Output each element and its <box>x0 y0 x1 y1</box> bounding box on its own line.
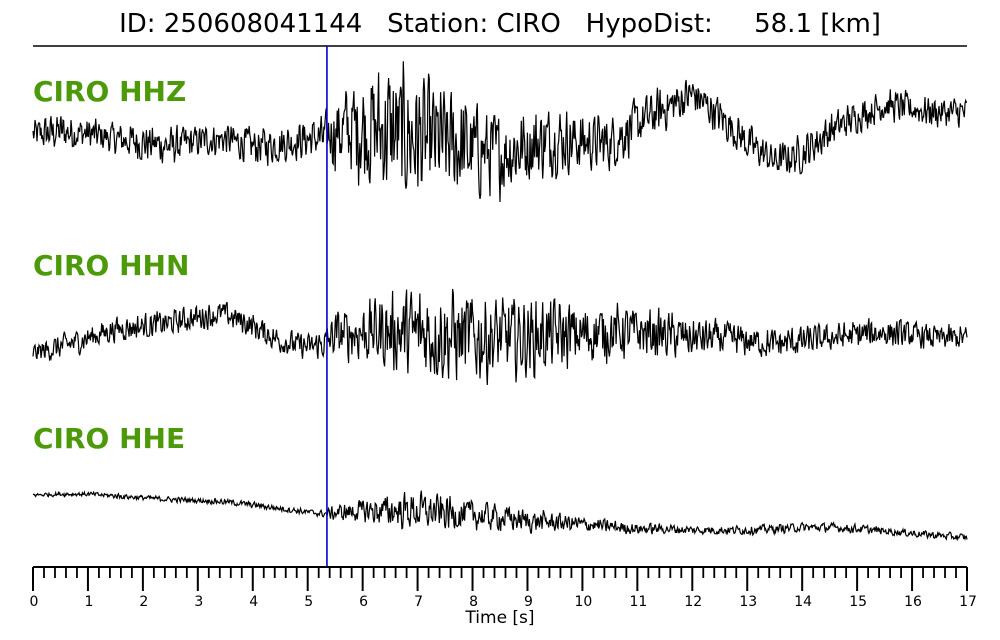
trace-ciro-hhz <box>32 61 968 203</box>
chart-title: ID: 250608041144 Station: CIRO HypoDist:… <box>119 9 881 39</box>
tick-label: 9 <box>524 594 533 610</box>
tick-label: 4 <box>249 594 258 610</box>
trace-group <box>32 61 968 542</box>
channel-labels: CIRO HHZ CIRO HHN CIRO HHE <box>33 75 189 455</box>
channel-label-ciro-hhn: CIRO HHN <box>33 249 189 282</box>
tick-label: 14 <box>794 594 812 610</box>
trace-ciro-hhn <box>32 288 968 386</box>
x-axis-label: Time [s] <box>464 608 534 628</box>
tick-label: 13 <box>739 594 757 610</box>
channel-label-ciro-hhz: CIRO HHZ <box>33 75 186 108</box>
tick-label: 2 <box>139 594 148 610</box>
tick-label: 17 <box>959 594 977 610</box>
tick-label: 11 <box>629 594 647 610</box>
tick-label: 6 <box>359 594 368 610</box>
tick-label: 16 <box>904 594 922 610</box>
tick-label: 8 <box>469 594 478 610</box>
tick-label: 10 <box>574 594 592 610</box>
tick-label: 12 <box>684 594 702 610</box>
tick-label: 0 <box>30 594 39 610</box>
tick-label: 3 <box>194 594 203 610</box>
tick-label: 15 <box>849 594 867 610</box>
channel-label-ciro-hhe: CIRO HHE <box>33 422 185 455</box>
trace-ciro-hhe <box>32 490 968 542</box>
tick-label: 7 <box>414 594 423 610</box>
tick-label: 1 <box>84 594 93 610</box>
tick-label: 5 <box>304 594 313 610</box>
